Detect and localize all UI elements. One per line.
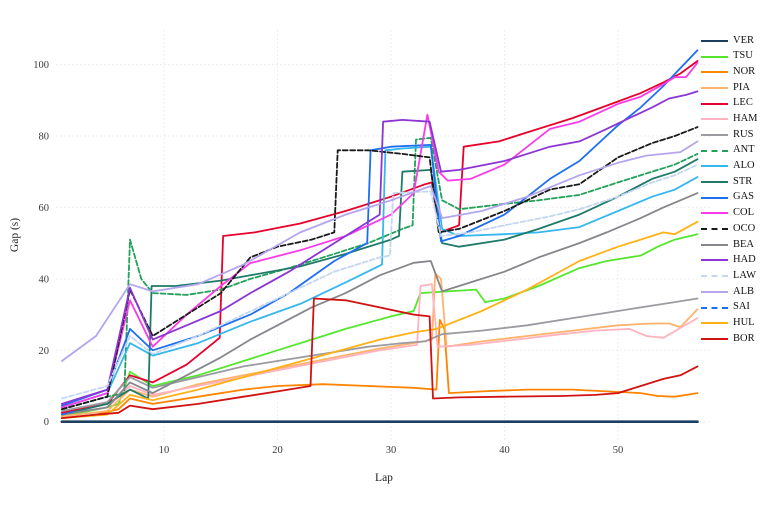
axis-ticks: 0 20 40 60 80 100 10 20 30 40 50 xyxy=(33,60,623,456)
legend-label-VER: VER xyxy=(733,34,754,46)
legend-swatch-BOR xyxy=(701,337,728,340)
series-line-HAD xyxy=(61,90,699,405)
legend-swatch-TSU xyxy=(701,55,728,58)
y-axis-title: Gap (s) xyxy=(9,218,21,252)
legend-label-SAI: SAI xyxy=(733,301,750,313)
series-line-STR xyxy=(61,158,699,416)
series-line-ANT xyxy=(61,136,699,411)
legend-swatch-LEC xyxy=(701,102,728,105)
legend-swatch-HAD xyxy=(701,259,728,262)
legend-label-GAS: GAS xyxy=(733,191,755,203)
legend-swatch-HUL xyxy=(701,322,728,325)
x-tick-label: 30 xyxy=(386,445,397,456)
legend-label-ALO: ALO xyxy=(733,160,755,172)
legend-item-ANT: ANT xyxy=(701,143,758,159)
legend-label-HUL: HUL xyxy=(733,316,755,328)
legend-swatch-PIA xyxy=(701,86,728,89)
series-line-SAI xyxy=(61,410,75,416)
legend-swatch-ANT xyxy=(701,149,728,152)
legend-item-ALB: ALB xyxy=(701,284,758,300)
legend-swatch-COL xyxy=(701,212,728,215)
series-line-ALO xyxy=(61,145,699,409)
y-tick-label: 100 xyxy=(33,60,49,71)
series-line-COL xyxy=(61,61,699,409)
legend-item-HUL: HUL xyxy=(701,315,758,331)
legend-swatch-SAI xyxy=(701,306,728,309)
y-tick-label: 20 xyxy=(39,346,50,357)
legend-item-VER: VER xyxy=(701,33,758,49)
legend-swatch-STR xyxy=(701,181,728,184)
legend-label-PIA: PIA xyxy=(733,81,750,93)
series-line-HAM xyxy=(61,283,699,416)
legend-item-TSU: TSU xyxy=(701,49,758,65)
y-tick-label: 40 xyxy=(39,274,50,285)
series-line-BOR xyxy=(61,297,699,420)
gridlines xyxy=(56,30,712,440)
legend-item-OCO: OCO xyxy=(701,221,758,237)
legend-swatch-HAM xyxy=(701,118,728,121)
legend-label-TSU: TSU xyxy=(733,50,753,62)
legend-swatch-BEA xyxy=(701,243,728,246)
x-tick-label: 10 xyxy=(159,445,170,456)
series-line-NOR xyxy=(61,318,699,420)
series-line-LAW xyxy=(61,163,699,400)
legend-label-HAD: HAD xyxy=(733,254,756,266)
series-line-RUS xyxy=(61,297,699,412)
legend-swatch-VER xyxy=(701,39,728,42)
legend-swatch-ALB xyxy=(701,290,728,293)
legend-label-RUS: RUS xyxy=(733,128,754,140)
legend-swatch-OCO xyxy=(701,228,728,231)
series-lines xyxy=(60,49,699,424)
legend-item-BEA: BEA xyxy=(701,237,758,253)
legend-item-STR: STR xyxy=(701,174,758,190)
legend-label-COL: COL xyxy=(733,207,754,219)
legend-label-LAW: LAW xyxy=(733,269,757,281)
legend-item-LAW: LAW xyxy=(701,268,758,284)
legend-item-HAM: HAM xyxy=(701,111,758,127)
legend-item-SAI: SAI xyxy=(701,300,758,316)
legend-item-RUS: RUS xyxy=(701,127,758,143)
series-line-ALB xyxy=(61,140,699,362)
legend-label-ANT: ANT xyxy=(733,144,755,156)
legend-label-BOR: BOR xyxy=(733,332,755,344)
legend-item-COL: COL xyxy=(701,206,758,222)
legend-item-NOR: NOR xyxy=(701,64,758,80)
x-tick-label: 40 xyxy=(499,445,510,456)
legend-item-BOR: BOR xyxy=(701,331,758,347)
x-tick-label: 50 xyxy=(613,445,624,456)
legend-swatch-GAS xyxy=(701,196,728,199)
legend-item-LEC: LEC xyxy=(701,96,758,112)
legend-item-HAD: HAD xyxy=(701,253,758,269)
legend-swatch-ALO xyxy=(701,165,728,168)
series-line-GAS xyxy=(61,49,699,407)
legend-label-HAM: HAM xyxy=(733,113,758,125)
series-line-BEA xyxy=(61,192,699,416)
legend-swatch-NOR xyxy=(701,71,728,74)
y-tick-label: 60 xyxy=(39,203,50,214)
x-tick-label: 20 xyxy=(272,445,283,456)
legend-label-LEC: LEC xyxy=(733,97,753,109)
legend-item-ALO: ALO xyxy=(701,159,758,175)
y-tick-label: 0 xyxy=(44,417,49,428)
y-tick-label: 80 xyxy=(39,132,50,143)
legend-swatch-LAW xyxy=(701,275,728,278)
series-line-HUL xyxy=(61,220,699,420)
legend-label-ALB: ALB xyxy=(733,285,754,297)
legend-item-GAS: GAS xyxy=(701,190,758,206)
legend: VER TSU NOR PIA LEC HAM RUS ANT ALO STR GAS COL OCO B… xyxy=(701,33,758,347)
series-line-TSU xyxy=(61,233,699,418)
legend-swatch-RUS xyxy=(701,133,728,136)
series-line-OCO xyxy=(61,126,699,411)
series-line-LEC xyxy=(61,60,699,414)
legend-label-NOR: NOR xyxy=(733,65,756,77)
legend-label-STR: STR xyxy=(733,175,753,187)
x-axis-title: Lap xyxy=(375,472,393,484)
legend-label-BEA: BEA xyxy=(733,238,754,250)
legend-item-PIA: PIA xyxy=(701,80,758,96)
legend-label-OCO: OCO xyxy=(733,222,756,234)
